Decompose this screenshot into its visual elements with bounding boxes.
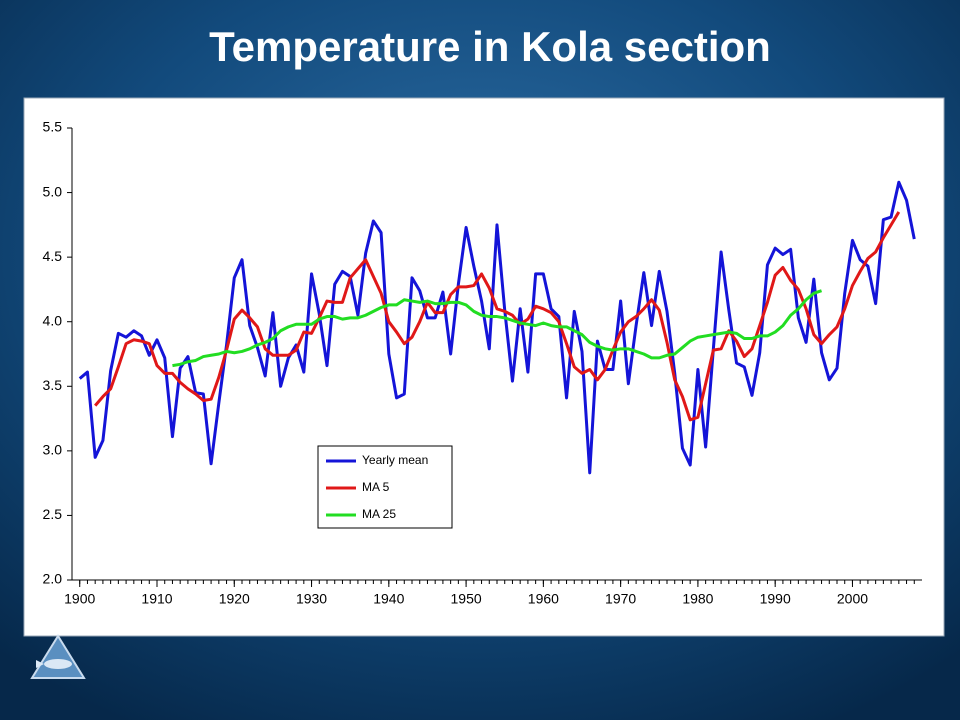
y-tick-label: 5.0 [43,183,63,199]
series-line [78,180,916,475]
slide-title: Temperature in Kola section [209,23,771,70]
y-tick-label: 3.0 [43,442,63,458]
series-line [94,211,901,422]
legend-label: MA 5 [362,480,390,494]
x-tick-label: 1920 [219,591,250,607]
x-tick-label: 1900 [64,591,95,607]
y-tick-label: 3.5 [43,377,63,393]
x-tick-label: 1950 [451,591,482,607]
x-tick-label: 1940 [373,591,404,607]
y-tick-label: 5.5 [43,119,63,135]
x-tick-label: 1910 [141,591,172,607]
x-tick-label: 1930 [296,591,327,607]
logo-fish [44,659,72,669]
logo-triangle [30,634,86,679]
x-tick-label: 2000 [837,591,868,607]
series-line [172,289,823,368]
legend-label: MA 25 [362,507,396,521]
y-tick-label: 2.0 [43,571,63,587]
x-tick-label: 1980 [682,591,713,607]
x-tick-label: 1990 [760,591,791,607]
logo-fin [36,660,44,668]
legend: Yearly mean MA 5 MA 25 [317,445,453,529]
y-tick-label: 4.5 [43,248,63,264]
chart-panel [23,97,945,637]
x-tick-label: 1970 [605,591,636,607]
legend-label: Yearly mean [362,453,428,467]
logo [30,634,86,679]
y-tick-label: 4.0 [43,312,63,328]
y-tick-label: 2.5 [43,506,63,522]
x-tick-label: 1960 [528,591,559,607]
